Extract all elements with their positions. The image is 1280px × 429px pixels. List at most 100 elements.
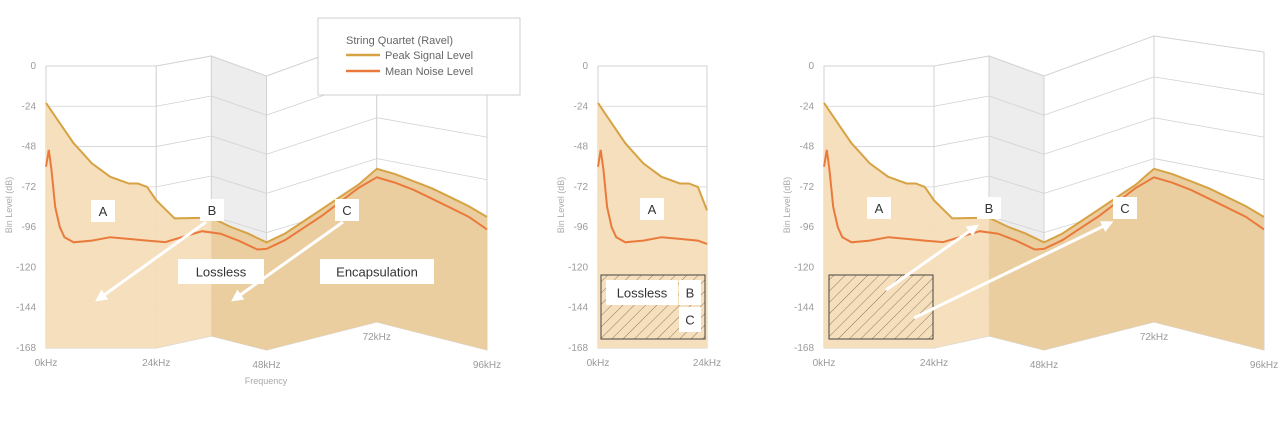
x-axis-label: Frequency xyxy=(245,376,288,386)
annotation-b-label: B xyxy=(208,203,217,218)
legend-noise-label: Mean Noise Level xyxy=(385,66,473,78)
y-tick-label: -48 xyxy=(800,142,815,153)
arrow-c xyxy=(913,221,1114,320)
gridline xyxy=(933,95,990,107)
y-tick-label: -24 xyxy=(574,101,589,112)
gridline xyxy=(1153,76,1265,95)
y-tick-label: -24 xyxy=(800,101,815,112)
noise-line xyxy=(45,149,488,251)
annotation-a-label: A xyxy=(875,201,884,216)
hatched-region xyxy=(828,274,934,340)
x-tick-label: 0kHz xyxy=(813,358,836,369)
y-axis-label: Bin Level (dB) xyxy=(556,177,566,234)
x-tick-label: 96kHz xyxy=(1250,360,1278,371)
annotation-b-box xyxy=(200,199,224,221)
gridline xyxy=(211,135,267,155)
y-tick-label: -96 xyxy=(22,222,37,233)
peak-signal-line xyxy=(45,102,488,244)
y-tick-label: -168 xyxy=(794,343,814,354)
y-axis-label: Bin Level (dB) xyxy=(4,177,14,234)
annotation-a-label: A xyxy=(648,202,657,217)
peak-area-back xyxy=(989,168,1264,350)
x-tick-label: 72kHz xyxy=(363,332,391,343)
gridline xyxy=(1153,158,1265,181)
gridline xyxy=(211,95,267,116)
gridline xyxy=(211,175,267,194)
y-tick-label: -144 xyxy=(568,303,588,314)
y-tick-label: -72 xyxy=(22,182,37,193)
x-tick-label: 48kHz xyxy=(252,360,280,371)
peak-signal-line xyxy=(823,102,1265,244)
legend: String Quartet (Ravel) Peak Signal Level… xyxy=(317,17,521,96)
gridline xyxy=(156,135,212,147)
gridline xyxy=(1153,117,1265,138)
gridline xyxy=(933,175,990,188)
arrow-b xyxy=(95,220,207,302)
gridline xyxy=(376,117,488,138)
gridline xyxy=(376,158,488,181)
y-tick-label: -144 xyxy=(16,303,36,314)
annotation-lossless-label: Lossless xyxy=(617,286,668,301)
gridline xyxy=(266,158,377,194)
gridline xyxy=(156,175,212,188)
annotation-c-box xyxy=(335,199,359,221)
annotation-b-box xyxy=(977,197,1001,219)
annotation-a-box xyxy=(640,198,664,220)
annotation-c-label: C xyxy=(1120,201,1129,216)
x-tick-label: 24kHz xyxy=(142,358,170,369)
y-tick-label: -120 xyxy=(794,262,814,273)
annotation-b-box xyxy=(679,280,701,305)
noise-line xyxy=(597,149,708,245)
y-tick-label: -72 xyxy=(574,182,589,193)
annotation-b-label: B xyxy=(985,201,994,216)
y-tick-label: -144 xyxy=(794,303,814,314)
chart-1: 0 -24 -48 -72 -96 -120 -144 -168 0kHz 24kHz 48kHz 7… xyxy=(4,35,501,386)
annotation-b-label: B xyxy=(686,286,695,301)
annotation-lossless-label: Lossless xyxy=(196,265,247,280)
y-tick-label: 0 xyxy=(582,61,588,72)
annotation-a-label: A xyxy=(99,204,108,219)
y-tick-label: -168 xyxy=(16,343,36,354)
legend-peak-label: Peak Signal Level xyxy=(385,50,473,62)
legend-title: String Quartet (Ravel) xyxy=(346,35,453,47)
gridline xyxy=(1043,158,1155,194)
legend-box xyxy=(317,17,521,96)
gridline xyxy=(156,95,212,107)
annotation-c-label: C xyxy=(685,313,694,328)
y-axis-label: Bin Level (dB) xyxy=(782,177,792,234)
y-tick-label: -120 xyxy=(16,262,36,273)
y-tick-label: -96 xyxy=(800,222,815,233)
arrow-c xyxy=(231,220,344,302)
y-tick-label: -48 xyxy=(574,142,589,153)
x-tick-label: 24kHz xyxy=(920,358,948,369)
gridline xyxy=(1043,117,1155,155)
annotation-encapsulation-label: Encapsulation xyxy=(336,265,418,280)
peak-signal-line xyxy=(597,102,708,211)
noise-line xyxy=(823,149,1265,251)
annotation-a-box xyxy=(867,197,891,219)
annotation-lossless-box xyxy=(606,280,678,305)
chart-3: 0 -24 -48 -72 -96 -120 -144 -168 0kHz 24kHz 48kHz 7… xyxy=(782,35,1278,371)
gridline xyxy=(933,135,990,147)
y-tick-label: -168 xyxy=(568,343,588,354)
chart-2: 0 -24 -48 -72 -96 -120 -144 -168 0kHz 24kHz Bin Le… xyxy=(556,61,721,369)
y-tick-label: -120 xyxy=(568,262,588,273)
gridline xyxy=(988,135,1045,155)
y-tick-label: -96 xyxy=(574,222,589,233)
y-tick-label: -72 xyxy=(800,182,815,193)
arrow-b xyxy=(885,224,979,292)
annotation-encapsulation-box xyxy=(320,259,434,284)
x-tick-label: 24kHz xyxy=(693,358,721,369)
annotation-a-box xyxy=(91,200,115,222)
gridline xyxy=(988,175,1045,194)
annotation-c-box xyxy=(1113,197,1137,219)
gridline xyxy=(988,95,1045,116)
y-tick-label: 0 xyxy=(808,61,814,72)
x-tick-label: 0kHz xyxy=(35,358,58,369)
annotation-lossless-box xyxy=(178,259,264,284)
x-tick-label: 96kHz xyxy=(473,360,501,371)
gridline xyxy=(1043,76,1155,116)
x-tick-label: 48kHz xyxy=(1030,360,1058,371)
annotation-c-box xyxy=(679,307,701,332)
